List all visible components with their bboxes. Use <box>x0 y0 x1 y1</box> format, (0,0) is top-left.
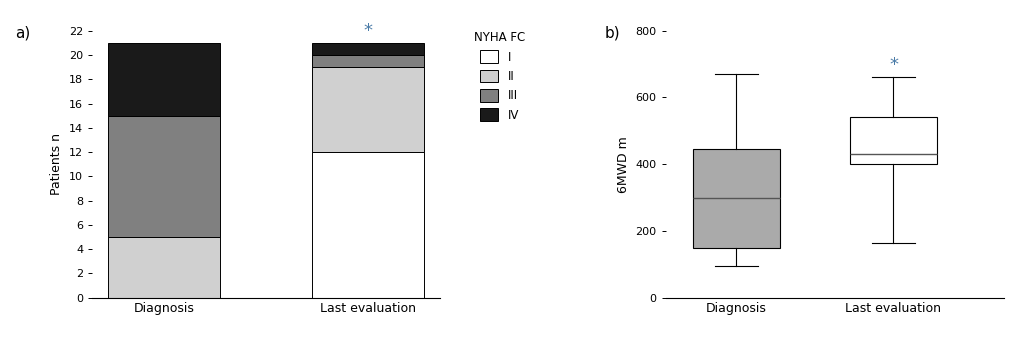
Bar <box>312 67 425 152</box>
Bar <box>108 237 220 298</box>
Text: b): b) <box>605 25 621 40</box>
Text: *: * <box>364 23 373 40</box>
Bar <box>108 116 220 237</box>
PathPatch shape <box>850 117 937 164</box>
Y-axis label: 6MWD m: 6MWD m <box>616 136 630 193</box>
Bar <box>312 55 425 67</box>
PathPatch shape <box>693 149 779 248</box>
Text: a): a) <box>15 25 31 40</box>
Bar <box>312 152 425 298</box>
Bar <box>312 43 425 55</box>
Y-axis label: Patients n: Patients n <box>50 133 63 195</box>
Bar <box>108 43 220 116</box>
Text: *: * <box>889 56 898 74</box>
Legend: I, II, III, IV: I, II, III, IV <box>474 31 525 121</box>
